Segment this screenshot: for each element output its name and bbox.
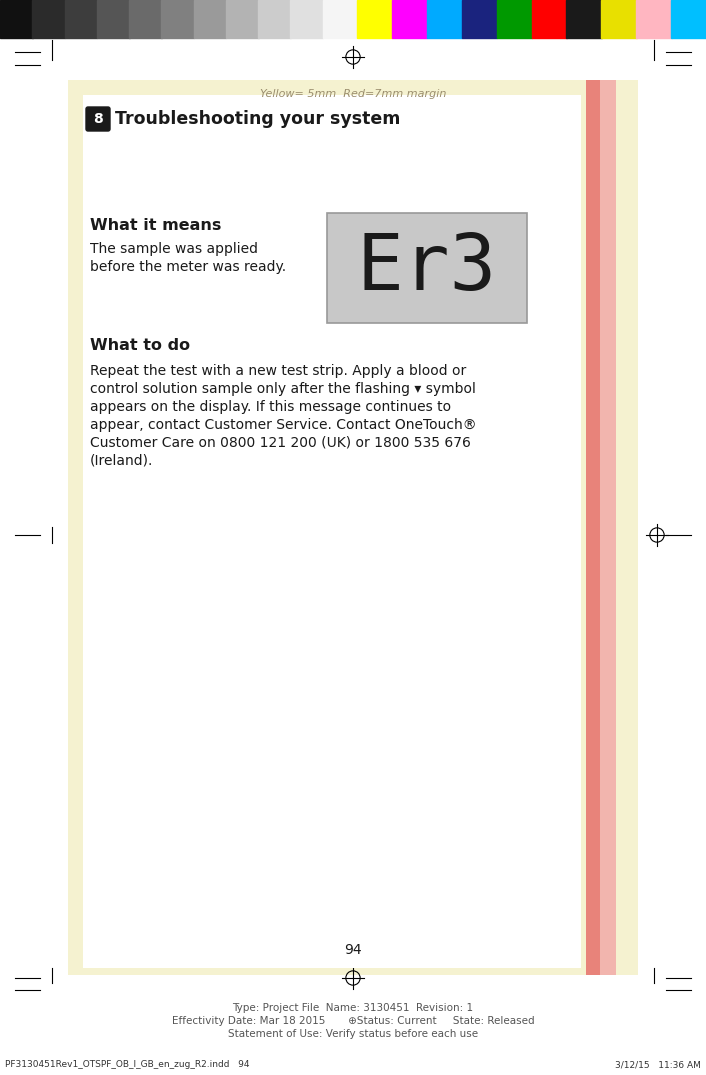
Text: What to do: What to do — [90, 338, 190, 353]
Bar — [636, 0, 671, 38]
Bar — [0, 0, 32, 38]
Text: (Ireland).: (Ireland). — [90, 454, 153, 468]
Text: Repeat the test with a new test strip. Apply a blood or: Repeat the test with a new test strip. A… — [90, 364, 466, 378]
Text: appear, contact Customer Service. Contact OneTouch®: appear, contact Customer Service. Contac… — [90, 418, 477, 432]
Bar — [392, 0, 427, 38]
Bar — [323, 0, 356, 38]
Text: control solution sample only after the flashing ▾ symbol: control solution sample only after the f… — [90, 382, 476, 396]
Bar — [83, 95, 581, 968]
Bar — [193, 0, 227, 38]
Text: Customer Care on 0800 121 200 (UK) or 1800 535 676: Customer Care on 0800 121 200 (UK) or 18… — [90, 436, 471, 450]
Text: 3/12/15   11:36 AM: 3/12/15 11:36 AM — [615, 1060, 701, 1069]
Text: 8: 8 — [93, 112, 103, 126]
Bar — [566, 0, 602, 38]
FancyBboxPatch shape — [86, 108, 110, 131]
Bar — [162, 0, 194, 38]
Text: Effectivity Date: Mar 18 2015       ⊕Status: Current     State: Released: Effectivity Date: Mar 18 2015 ⊕Status: C… — [172, 1016, 534, 1026]
Bar — [671, 0, 706, 38]
Bar — [496, 0, 532, 38]
Bar — [600, 80, 616, 975]
Bar — [68, 80, 638, 975]
Bar — [357, 0, 393, 38]
Bar — [462, 0, 497, 38]
Bar — [586, 80, 600, 975]
Text: The sample was applied: The sample was applied — [90, 242, 258, 256]
Text: appears on the display. If this message continues to: appears on the display. If this message … — [90, 400, 451, 414]
Text: Er3: Er3 — [357, 230, 497, 306]
Text: Type: Project File  Name: 3130451  Revision: 1: Type: Project File Name: 3130451 Revisio… — [232, 1003, 474, 1013]
Bar — [32, 0, 65, 38]
Bar — [64, 0, 97, 38]
Text: What it means: What it means — [90, 218, 222, 233]
Bar — [532, 0, 567, 38]
Bar — [97, 0, 130, 38]
Text: PF3130451Rev1_OTSPF_OB_I_GB_en_zug_R2.indd   94: PF3130451Rev1_OTSPF_OB_I_GB_en_zug_R2.in… — [5, 1060, 249, 1069]
Bar — [602, 0, 637, 38]
Text: Troubleshooting your system: Troubleshooting your system — [115, 110, 400, 128]
Bar — [427, 0, 462, 38]
Text: Statement of Use: Verify status before each use: Statement of Use: Verify status before e… — [228, 1029, 478, 1040]
Bar — [226, 0, 258, 38]
Bar — [290, 0, 323, 38]
Bar — [83, 106, 581, 138]
Bar — [258, 0, 291, 38]
Text: Yellow= 5mm  Red=7mm margin: Yellow= 5mm Red=7mm margin — [260, 89, 446, 99]
Text: before the meter was ready.: before the meter was ready. — [90, 260, 286, 274]
Bar — [327, 213, 527, 322]
Bar — [129, 0, 162, 38]
Text: 94: 94 — [345, 943, 361, 957]
